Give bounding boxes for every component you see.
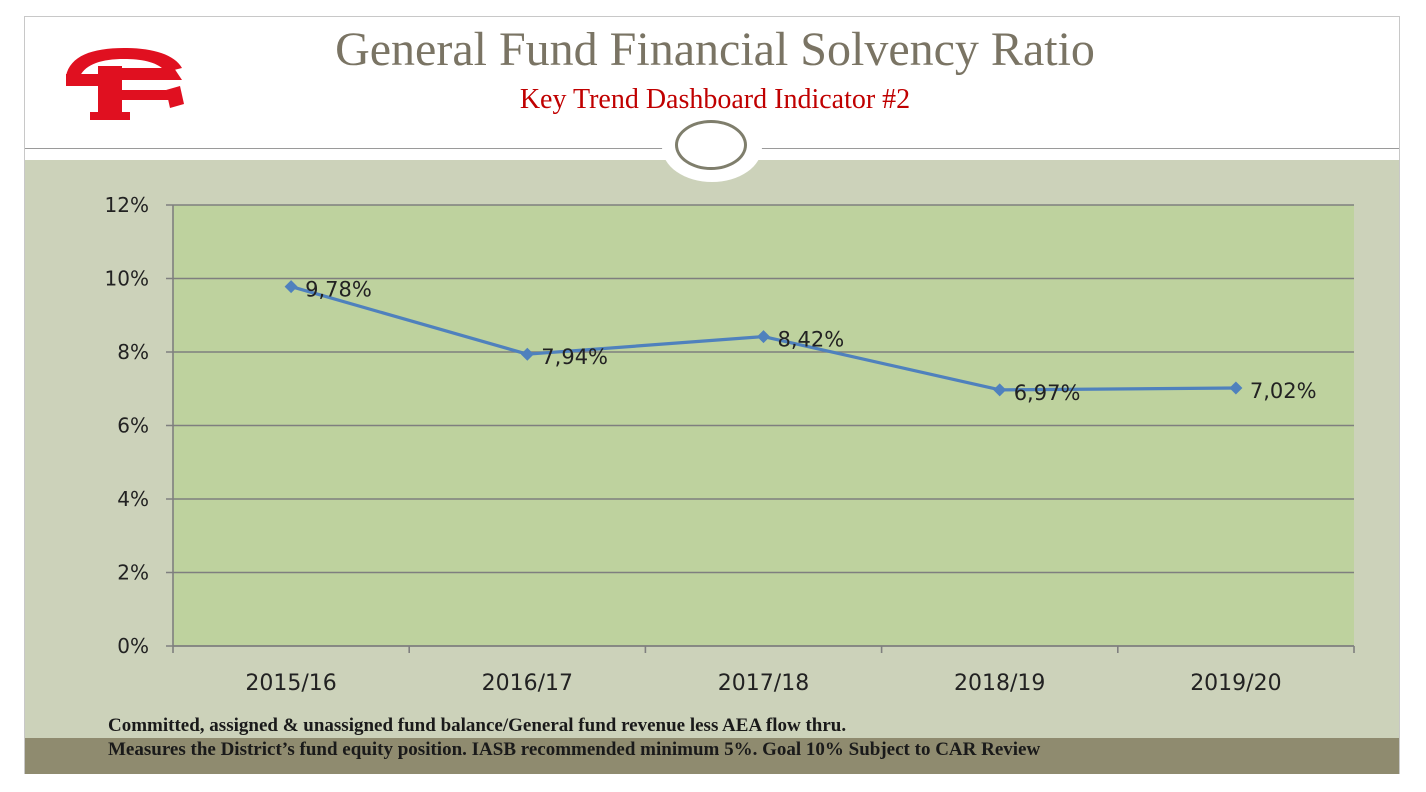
y-tick-label: 0%	[117, 634, 149, 658]
x-tick-label: 2017/18	[718, 671, 809, 696]
page-title: General Fund Financial Solvency Ratio	[335, 23, 1095, 76]
y-tick-label: 6%	[117, 414, 149, 438]
x-tick-label: 2015/16	[245, 671, 336, 696]
footnote: Committed, assigned & unassigned fund ba…	[108, 714, 1040, 762]
footnote-line-1: Committed, assigned & unassigned fund ba…	[108, 715, 847, 736]
data-label: 7,94%	[541, 345, 608, 369]
footnote-line-2: Measures the District’s fund equity posi…	[108, 739, 1041, 760]
data-label: 6,97%	[1014, 381, 1081, 405]
y-tick-label: 8%	[117, 340, 149, 364]
data-label: 7,02%	[1250, 379, 1317, 403]
x-tick-label: 2019/20	[1190, 671, 1281, 696]
x-tick-label: 2016/17	[482, 671, 573, 696]
data-label: 9,78%	[305, 278, 372, 302]
data-label: 8,42%	[778, 328, 845, 352]
footer-band	[25, 738, 1399, 774]
y-tick-label: 12%	[105, 193, 149, 217]
page-subtitle: Key Trend Dashboard Indicator #2	[519, 84, 911, 115]
data-point-marker	[757, 330, 770, 344]
data-point-marker	[993, 383, 1007, 397]
x-tick-label: 2018/19	[954, 671, 1045, 696]
y-tick-label: 2%	[117, 561, 149, 585]
school-f-logo-icon	[66, 48, 184, 120]
y-tick-label: 10%	[105, 267, 149, 291]
data-point-marker	[520, 347, 534, 361]
data-point-marker	[284, 280, 298, 294]
y-tick-label: 4%	[117, 487, 149, 511]
data-point-marker	[1229, 381, 1243, 395]
medallion-ring	[675, 120, 747, 170]
